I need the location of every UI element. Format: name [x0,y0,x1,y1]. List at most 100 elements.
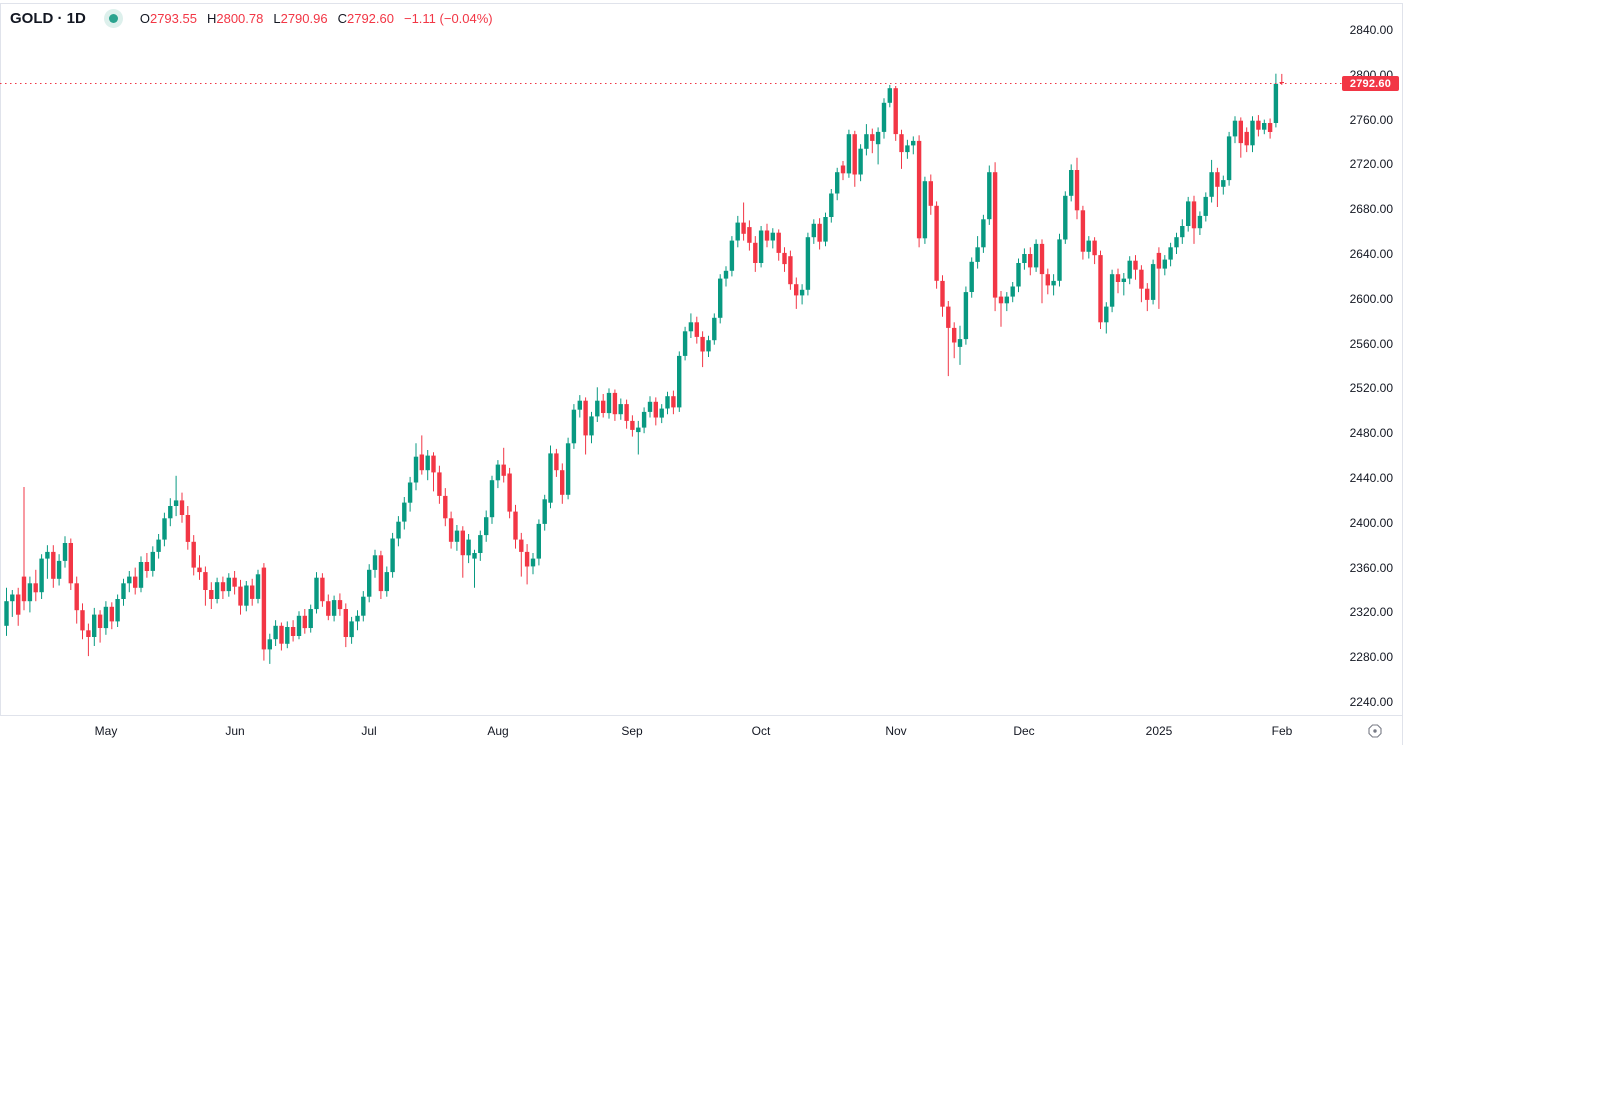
candle [688,313,694,338]
candle [788,250,793,290]
candle [952,322,957,359]
candle [103,601,109,635]
candle [495,460,501,489]
candle [1150,259,1156,305]
candle [852,130,857,187]
candle [934,201,939,289]
candle [261,563,267,661]
candle [554,448,559,477]
candle [431,452,436,492]
candlestick-chart-pane[interactable] [0,0,1402,745]
candle [1262,119,1267,135]
time-axis-label: Nov [885,724,907,738]
candle [396,516,401,547]
price-axis-label: 2600.00 [1349,291,1393,306]
open-readout: O2793.55 [140,11,197,26]
candle [466,534,471,564]
time-axis-separator [0,715,1403,716]
candle [612,389,618,421]
candle [1098,250,1103,329]
candle [255,569,261,604]
candle [290,620,296,642]
candle [1022,248,1027,270]
symbol-header: GOLD · 1D O2793.55 H2800.78 L2790.96 C27… [10,7,493,29]
candle [641,407,647,434]
candle [372,549,378,578]
candle [928,174,933,215]
candle [957,325,963,365]
symbol-name[interactable]: GOLD · 1D [10,9,86,27]
candle [981,214,986,253]
candle [764,223,770,248]
candle [62,536,68,568]
candle [1033,239,1039,272]
status-dot-icon [108,13,118,23]
candle [127,571,132,593]
candle [16,587,21,626]
candle [27,576,33,613]
candle [823,212,828,247]
candle [647,396,653,418]
price-axis-label: 2440.00 [1349,471,1393,485]
candle [80,603,85,640]
time-axis-label: Sep [621,724,643,738]
candle [1080,205,1086,260]
candle [472,549,477,588]
candle [367,564,372,603]
candle [530,553,536,575]
candle [326,594,331,621]
time-axis-label: Aug [487,724,509,738]
candle [56,554,62,586]
candle [39,554,44,599]
candle [1209,159,1214,203]
candle [74,576,79,624]
candle [343,603,348,648]
close-value: 2792.60 [346,10,394,26]
candle [758,226,764,268]
candle [519,532,524,577]
candle [1028,247,1033,276]
candle [179,492,185,523]
candle [565,437,571,500]
candle [150,546,155,577]
candle [97,610,103,643]
price-axis-label: 2400.00 [1349,515,1393,530]
candle [905,139,910,159]
candle [653,397,658,426]
candle [285,621,290,649]
candle [706,335,711,357]
candle [378,550,384,599]
candle [1063,191,1068,244]
candle [1145,283,1150,312]
candle [577,395,582,418]
candle [1215,167,1220,207]
candle [109,602,114,630]
candle [1162,255,1167,276]
candle [887,84,892,108]
candle [1273,73,1279,128]
candle [226,573,231,597]
candle [1133,255,1138,280]
candle [214,577,220,604]
low-value: 2790.96 [280,10,328,26]
candle [209,582,214,609]
market-status-icon[interactable] [103,8,123,28]
candle [296,611,302,640]
candle [513,504,518,549]
time-axis-label: Jun [225,724,245,738]
candle [782,247,787,272]
price-axis-label: 2640.00 [1349,247,1393,261]
candle [987,165,992,225]
candle [770,228,775,249]
candle [1191,195,1197,244]
axis-settings-icon[interactable] [1367,723,1383,739]
low-label: L [273,10,281,26]
candle [560,463,565,504]
candle [524,544,530,585]
close-label: C [337,10,347,26]
candle [402,497,407,530]
price-axis-label: 2720.00 [1349,157,1393,172]
candle [975,236,980,269]
candle [916,135,922,248]
candle [911,136,916,155]
